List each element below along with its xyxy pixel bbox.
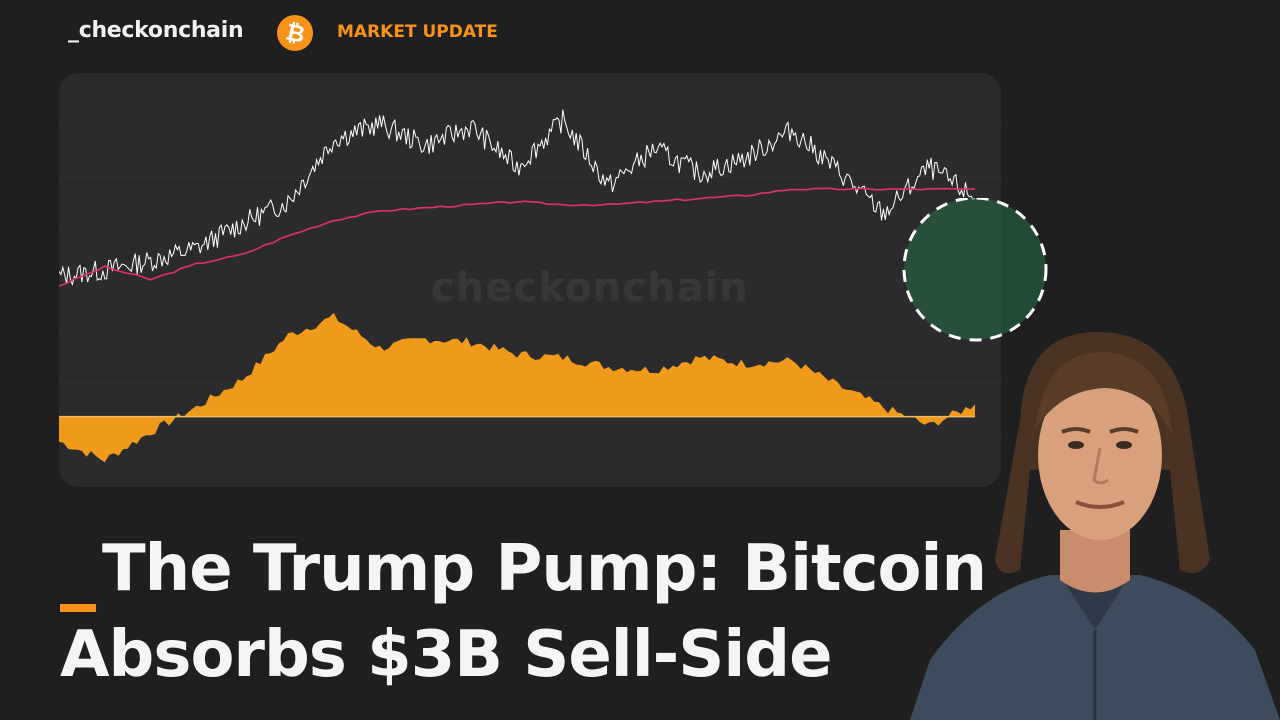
bitcoin-icon: ₿ <box>277 15 313 51</box>
highlight-circle <box>902 198 1048 342</box>
price-chart <box>59 109 976 463</box>
oscillator-area <box>59 312 975 463</box>
brand-logo: _checkonchain <box>68 18 244 43</box>
title-line-1: The Trump Pump: Bitcoin <box>102 532 987 606</box>
moving-average-line <box>59 187 975 287</box>
price-line <box>59 109 976 286</box>
title-underscore <box>60 604 96 612</box>
video-title: The Trump Pump: Bitcoin Absorbs $3B Sell… <box>60 526 987 698</box>
chart-watermark: checkonchain <box>431 265 749 311</box>
chart-card: checkonchain <box>59 73 1001 487</box>
presenter-photo <box>910 331 1280 720</box>
category-label: MARKET UPDATE <box>337 22 498 42</box>
title-line-2: Absorbs $3B Sell-Side <box>60 618 832 692</box>
